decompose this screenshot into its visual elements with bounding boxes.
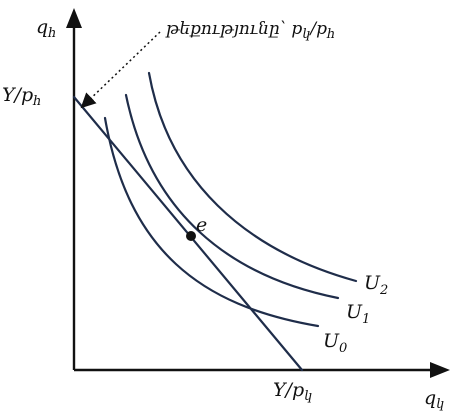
x-axis-label: qկ — [424, 387, 444, 412]
slope-annotation-arrow — [80, 31, 161, 109]
curve-label-u0: U0 — [323, 330, 347, 356]
slope-annotation: թեքությունը՝ pկ/pհ — [165, 19, 335, 42]
indifference-curve-u1 — [124, 93, 340, 300]
curve-label-u1: U1 — [346, 301, 370, 327]
indifference-curve-u2 — [147, 71, 358, 283]
x-axis-arrow — [430, 362, 450, 378]
y-intercept-label: Y/pհ — [2, 84, 41, 109]
equilibrium-point-label: e — [196, 214, 207, 236]
indifference-curve-u0 — [103, 116, 320, 328]
x-intercept-label: Y/pկ — [273, 379, 312, 404]
curve-label-u2: U2 — [364, 272, 388, 298]
y-axis-arrow — [66, 8, 82, 28]
equilibrium-point — [186, 231, 196, 241]
y-axis-label: qհ — [36, 16, 56, 41]
